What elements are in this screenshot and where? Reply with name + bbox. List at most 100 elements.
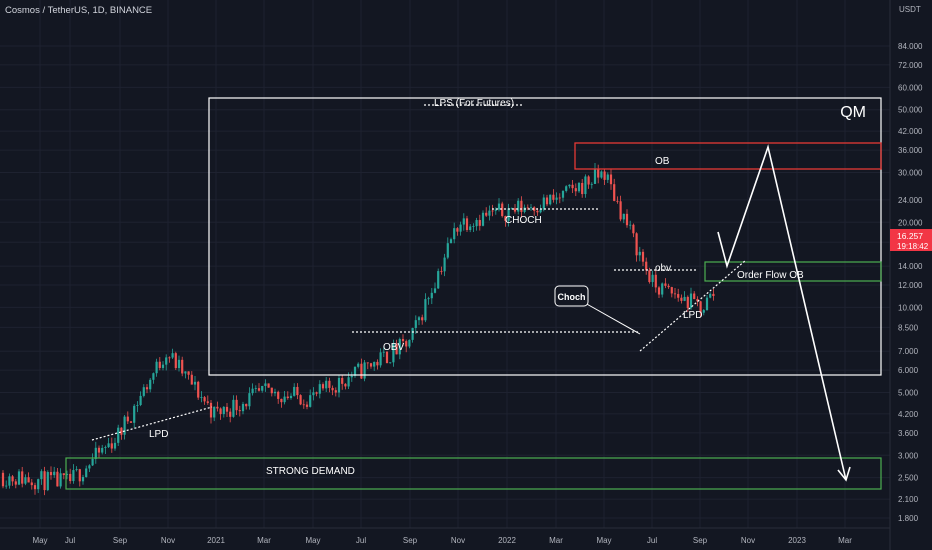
obv-upper-label: obv [655, 263, 671, 274]
symbol-title: Cosmos / TetherUS, 1D, BINANCE [5, 5, 152, 16]
candle-body [629, 224, 632, 226]
candle-body [488, 210, 491, 216]
candle-body [309, 395, 312, 407]
candle-body [222, 406, 225, 415]
last-price-value: 16.257 [897, 231, 923, 241]
candle-body [149, 379, 152, 390]
candle-body [24, 477, 27, 484]
candle-body [561, 190, 565, 198]
candle-body [33, 485, 37, 490]
candle-body [72, 470, 75, 482]
lpd-lower-label: LPD [149, 429, 168, 440]
candle-body [504, 216, 507, 221]
candle-body [405, 341, 408, 347]
price-tick-label: 50.000 [898, 106, 923, 115]
candle-body [475, 220, 478, 227]
candle-body [56, 471, 59, 487]
candle-body [21, 471, 24, 484]
candle-body [216, 406, 219, 409]
candle-body [357, 363, 360, 367]
candle-body [181, 359, 184, 374]
candle-body [363, 362, 366, 379]
choch-label: CHOCH [505, 215, 542, 226]
price-tick-label: 36.000 [898, 146, 923, 155]
lpd-lower-trendline[interactable] [91, 406, 213, 441]
candle-body [257, 388, 261, 391]
qm-label: QM [840, 104, 866, 121]
candle-body [497, 203, 501, 210]
time-tick-label: Mar [549, 536, 563, 545]
currency-label: USDT [899, 5, 921, 14]
time-tick-label: 2023 [788, 536, 806, 545]
time-tick-label: Mar [257, 536, 271, 545]
time-tick-label: Sep [693, 536, 708, 545]
candle-body [389, 362, 392, 364]
candle-body [571, 184, 574, 189]
choch-callout-box[interactable] [554, 285, 589, 307]
candle-body [379, 352, 382, 366]
candle-body [174, 353, 177, 369]
candle-body [587, 176, 590, 185]
choch-callout-label: Choch [558, 292, 586, 302]
candle-body [129, 421, 133, 423]
lpd-upper-trendline[interactable] [639, 259, 747, 352]
candle-body [117, 427, 120, 443]
candle-body [321, 384, 325, 389]
candle-body [8, 476, 11, 486]
candle-body [593, 168, 597, 184]
order-flow-ob-label: Order Flow OB [737, 270, 804, 281]
candle-body [667, 285, 670, 288]
candle-body [456, 228, 459, 232]
strong-demand-zone[interactable] [65, 457, 882, 490]
price-axis[interactable]: 84.000 72.000 60.000 50.000 42.000 36.000 30.0… [898, 42, 923, 523]
ob-label: OB [655, 156, 670, 167]
candle-body [177, 359, 181, 369]
projection-path[interactable] [717, 144, 847, 481]
candle-body [478, 220, 481, 226]
candle-body [382, 351, 385, 353]
candle-body [453, 228, 456, 240]
candle-body [46, 472, 49, 491]
candle-body [574, 188, 577, 192]
order-flow-ob-zone[interactable] [704, 261, 882, 282]
candle-body [248, 393, 251, 407]
candle-body [590, 183, 593, 185]
price-tick-label: 42.000 [898, 127, 923, 136]
time-tick-label: Sep [113, 536, 128, 545]
candle-body [373, 361, 376, 367]
candle-body [219, 408, 222, 415]
ob-zone[interactable] [574, 142, 882, 170]
candle-body [526, 207, 529, 209]
candle-body [353, 366, 357, 376]
candle-body [273, 391, 277, 394]
candle-body [200, 397, 203, 398]
candle-body [328, 380, 331, 388]
candle-body [555, 197, 558, 200]
candle-body [168, 357, 171, 359]
candle-body [395, 343, 398, 355]
candle-body [443, 257, 446, 272]
candle-body [241, 403, 245, 412]
candle-body [520, 200, 523, 212]
candle-body [277, 391, 280, 399]
candle-body [392, 343, 395, 363]
price-tick-label: 2.500 [898, 474, 919, 483]
time-tick-label: Nov [741, 536, 755, 545]
candle-body [155, 361, 158, 374]
price-tick-label: 3.600 [898, 429, 919, 438]
candle-body [510, 208, 513, 210]
candle-body [673, 293, 677, 295]
time-axis[interactable]: May Jul Sep Nov 2021 Mar May Jul Sep Nov 2022 Mar Ma… [32, 536, 852, 545]
candle-body [424, 299, 427, 321]
candle-body [107, 443, 110, 448]
candle-body [600, 171, 603, 178]
candle-body [481, 212, 485, 226]
price-tick-label: 8.500 [898, 323, 919, 332]
price-tick-label: 84.000 [898, 42, 923, 51]
qm-box[interactable] [208, 97, 882, 376]
candle-body [113, 442, 117, 449]
candle-body [283, 396, 286, 403]
candle-body [142, 387, 145, 396]
candle-body [293, 386, 296, 396]
